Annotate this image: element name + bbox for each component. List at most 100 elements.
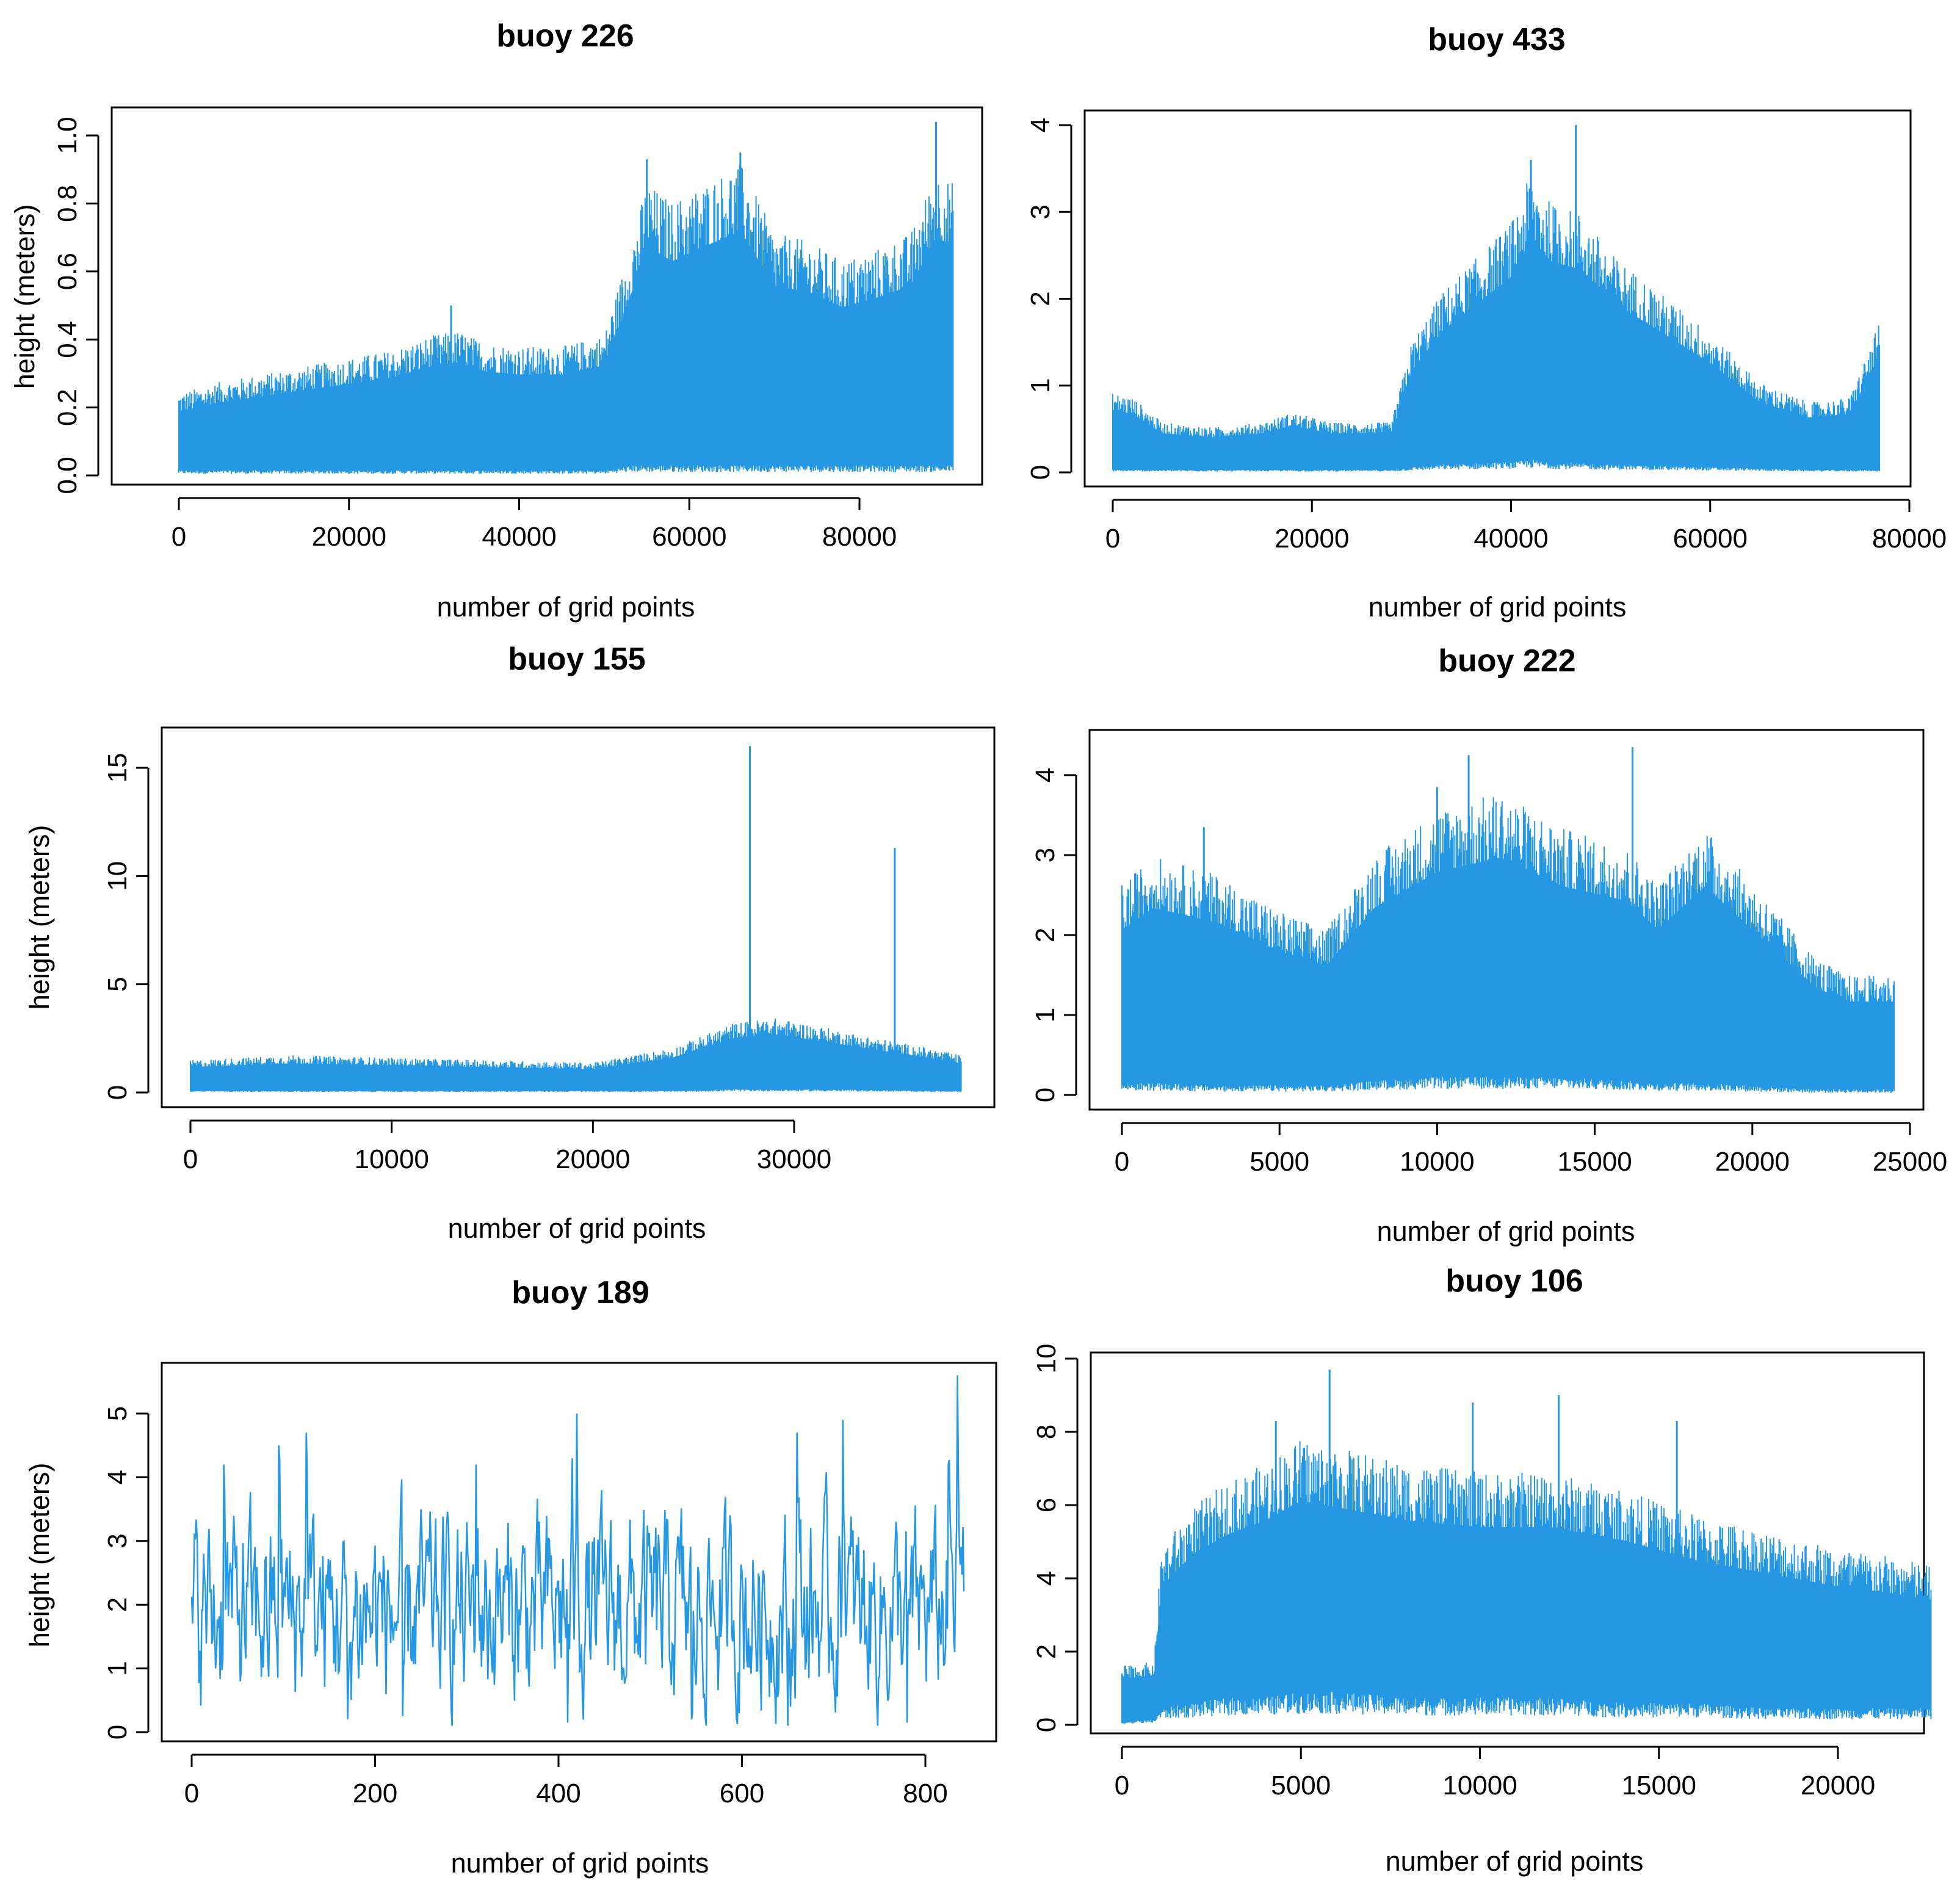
x-tick-label: 600 (720, 1779, 764, 1808)
x-axis: 0 200 400 600 800 (184, 1754, 948, 1808)
x-tick-label: 0 (1105, 524, 1120, 554)
x-axis-label: number of grid points (1377, 1216, 1635, 1247)
series-line (190, 1018, 962, 1093)
plot-frame (1090, 1351, 1925, 1735)
series-line (1121, 796, 1895, 1093)
y-tick-label: 0.6 (52, 253, 82, 290)
x-tick-label: 25000 (1873, 1147, 1947, 1177)
y-tick-label: 4 (103, 1470, 132, 1484)
plot-frame (1083, 109, 1912, 488)
x-tick-label: 20000 (1715, 1147, 1790, 1177)
x-tick-label: 0 (183, 1144, 198, 1174)
x-tick-label: 5000 (1249, 1147, 1309, 1177)
y-tick-label: 2 (103, 1597, 132, 1612)
series-line (190, 1375, 965, 1726)
y-axis: 0 1 2 3 4 (1025, 118, 1072, 480)
x-tick-label: 5000 (1271, 1771, 1331, 1801)
x-tick-label: 10000 (354, 1144, 429, 1174)
y-tick-label: 1 (1025, 378, 1055, 393)
y-axis: 0 5 10 15 (103, 753, 150, 1100)
y-tick-label: 1 (1030, 1008, 1060, 1022)
chart-title: buoy 189 (512, 1275, 649, 1310)
x-axis: 0 10000 20000 30000 (183, 1119, 831, 1174)
chart-title: buoy 226 (496, 18, 634, 54)
y-tick-label: 4 (1025, 118, 1055, 132)
y-tick-label: 4 (1032, 1571, 1061, 1586)
x-tick-label: 10000 (1400, 1147, 1474, 1177)
y-tick-label: 0.0 (52, 457, 82, 494)
x-axis-label: number of grid points (451, 1847, 709, 1879)
series-line (1121, 1441, 1932, 1724)
x-axis-label: number of grid points (437, 591, 695, 623)
chart-title: buoy 155 (508, 641, 645, 677)
x-tick-label: 0 (184, 1779, 199, 1808)
y-tick-label: 1 (103, 1661, 132, 1675)
y-axis-label: height (meters) (24, 825, 55, 1010)
y-tick-label: 15 (103, 753, 132, 783)
y-tick-label: 2 (1030, 928, 1060, 942)
x-axis-label: number of grid points (1386, 1846, 1644, 1877)
y-axis-label: height (meters) (9, 204, 40, 389)
chart-title: buoy 222 (1438, 643, 1575, 679)
y-tick-label: 2 (1032, 1644, 1061, 1659)
x-tick-label: 800 (903, 1779, 947, 1808)
x-tick-label: 60000 (1673, 524, 1748, 554)
x-tick-label: 0 (1115, 1771, 1129, 1801)
x-tick-label: 20000 (1275, 524, 1349, 554)
y-tick-label: 0.4 (52, 321, 82, 358)
series-layer (190, 746, 962, 1093)
panel-buoy-189: buoy 189 0 200 400 600 800 0 1 2 3 4 5 number of … (24, 1275, 997, 1879)
y-tick-label: 3 (1030, 848, 1060, 862)
series-layer (190, 1375, 965, 1726)
x-tick-label: 200 (353, 1779, 397, 1808)
x-tick-label: 15000 (1557, 1147, 1632, 1177)
y-tick-label: 0 (1030, 1088, 1060, 1102)
series-layer (178, 121, 954, 474)
y-tick-label: 0 (103, 1725, 132, 1739)
plot-frame (161, 1362, 997, 1743)
y-tick-label: 0 (1025, 465, 1055, 480)
x-tick-label: 30000 (757, 1144, 831, 1174)
y-tick-label: 0 (1032, 1717, 1061, 1732)
y-tick-label: 0 (103, 1085, 132, 1100)
y-tick-label: 3 (1025, 204, 1055, 219)
x-tick-label: 20000 (312, 522, 386, 552)
y-tick-label: 5 (103, 1406, 132, 1421)
x-axis-label: number of grid points (1369, 591, 1627, 623)
x-axis-label: number of grid points (448, 1213, 706, 1244)
x-tick-label: 20000 (1801, 1771, 1875, 1801)
series-line (178, 164, 954, 474)
y-tick-label: 8 (1032, 1425, 1061, 1439)
panel-buoy-106: buoy 106 0 5000 10000 15000 20000 0 2 4 6 8 10 nu… (1032, 1263, 1932, 1877)
x-tick-label: 20000 (555, 1144, 630, 1174)
panel-buoy-433: buoy 433 0 20000 40000 60000 80000 0 1 2 3 4 num… (1025, 22, 1947, 623)
y-tick-label: 10 (103, 861, 132, 891)
x-axis: 0 5000 10000 15000 20000 25000 (1115, 1122, 1947, 1177)
plot-frame (161, 726, 996, 1108)
chart-title: buoy 433 (1428, 22, 1565, 57)
x-tick-label: 80000 (1872, 524, 1947, 554)
y-axis: 0 1 2 3 4 (1030, 768, 1077, 1102)
y-tick-label: 5 (103, 977, 132, 991)
y-tick-label: 1.0 (52, 117, 82, 154)
panel-buoy-226: buoy 226 0 20000 40000 60000 80000 0.0 0.2 0.4… (9, 18, 983, 623)
x-tick-label: 80000 (822, 522, 897, 552)
plot-frame (1088, 729, 1925, 1111)
plot-frame (110, 106, 983, 486)
y-axis: 0.0 0.2 0.4 0.6 0.8 1.0 (52, 117, 99, 494)
x-tick-label: 400 (536, 1779, 580, 1808)
x-tick-label: 0 (172, 522, 186, 552)
y-tick-label: 6 (1032, 1498, 1061, 1512)
series-layer (1112, 125, 1881, 472)
y-axis: 0 1 2 3 4 5 (103, 1406, 150, 1739)
x-tick-label: 0 (1115, 1147, 1129, 1177)
series-line (1112, 183, 1881, 472)
y-tick-label: 3 (103, 1534, 132, 1548)
chart-title: buoy 106 (1445, 1263, 1583, 1299)
x-tick-label: 40000 (482, 522, 556, 552)
panel-buoy-222: buoy 222 0 5000 10000 15000 20000 25000 0 1 2 3 4… (1030, 643, 1947, 1247)
y-axis: 0 2 4 6 8 10 (1032, 1344, 1079, 1732)
y-tick-label: 4 (1030, 768, 1060, 782)
x-tick-label: 10000 (1442, 1771, 1517, 1801)
